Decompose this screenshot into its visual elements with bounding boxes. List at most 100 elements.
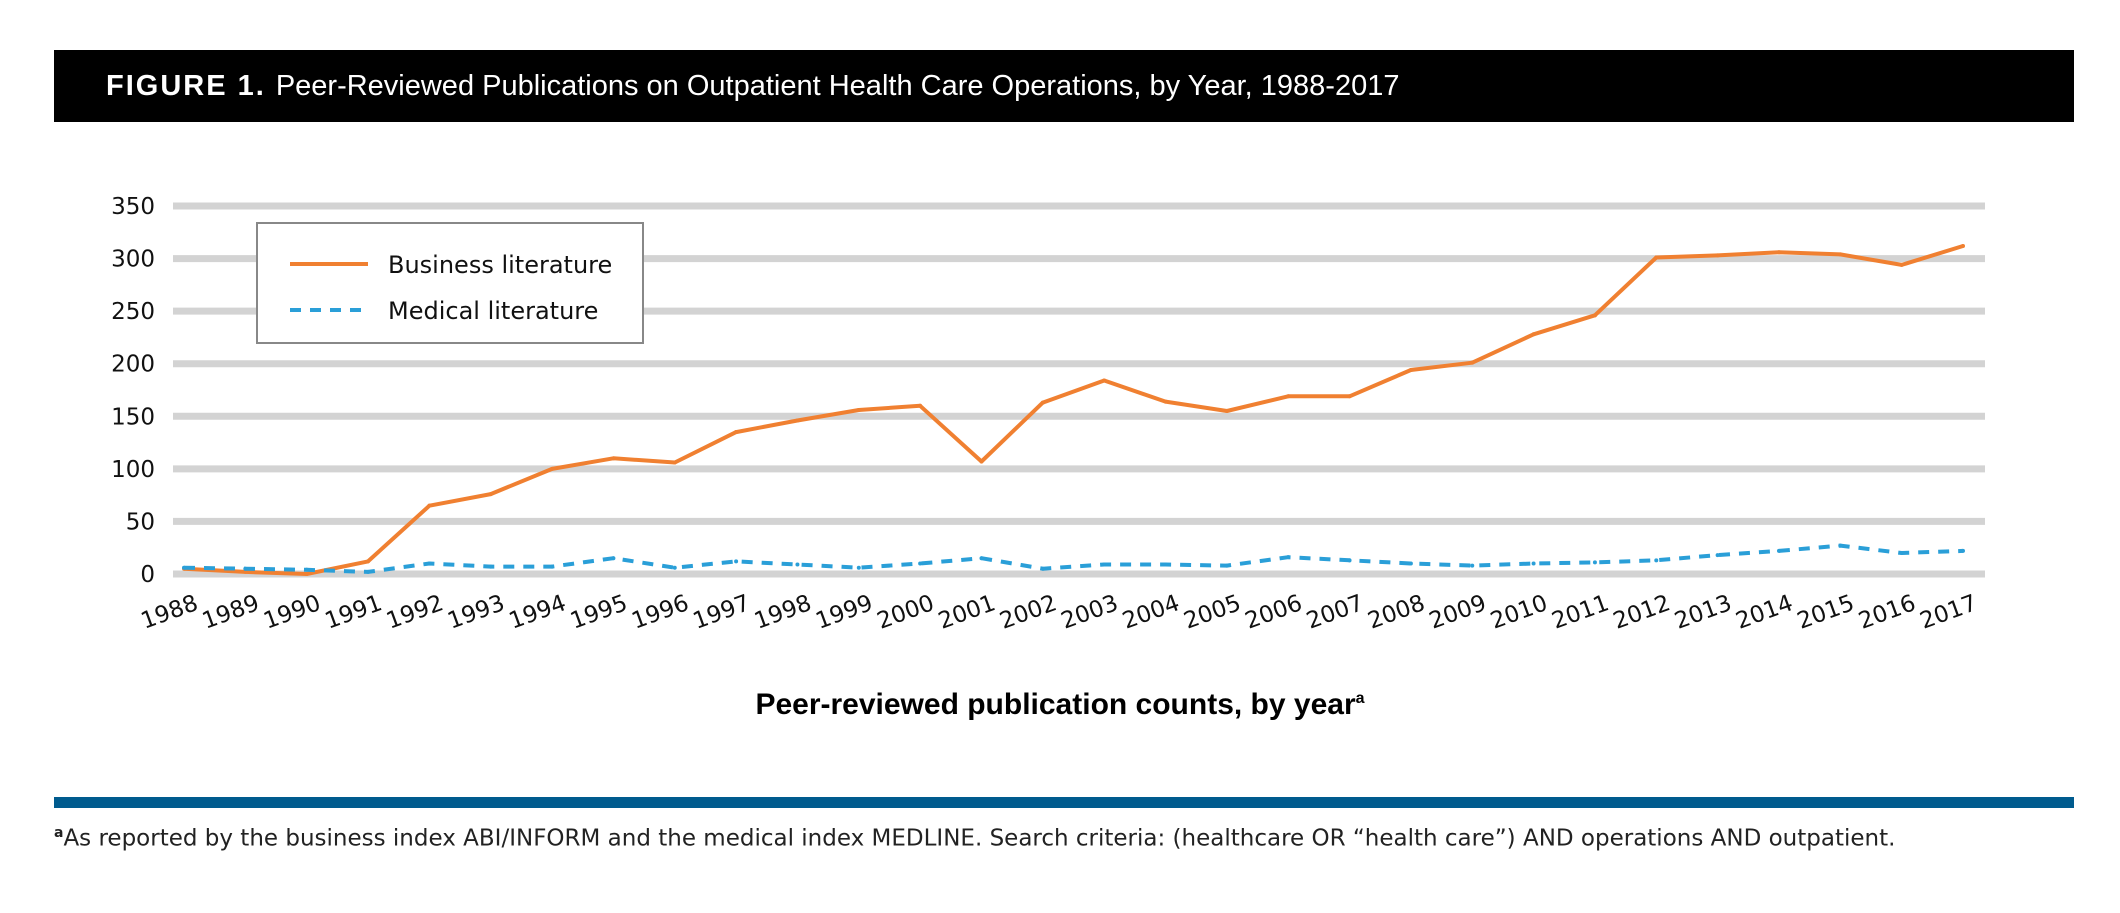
x-tick-label: 2017 — [1917, 590, 1981, 634]
series-line-medical — [183, 543, 1964, 574]
data-point — [1961, 548, 1965, 553]
data-point — [1040, 400, 1045, 405]
y-tick-label: 200 — [111, 352, 155, 378]
x-tick-label: 2000 — [874, 590, 938, 634]
y-tick-label: 150 — [111, 404, 155, 430]
data-point — [1592, 560, 1597, 565]
x-tick-label: 1993 — [444, 590, 508, 634]
y-tick-label: 300 — [111, 247, 155, 273]
data-point — [918, 561, 923, 566]
data-point — [611, 456, 616, 461]
x-tick-label: 1996 — [628, 590, 692, 634]
data-point — [979, 459, 984, 464]
data-point — [1408, 368, 1413, 373]
data-point — [1040, 566, 1045, 571]
x-tick-label: 1992 — [383, 590, 447, 634]
data-point — [1286, 555, 1291, 560]
series-line-business — [183, 244, 1964, 576]
data-point — [1838, 543, 1843, 548]
series-layer — [182, 243, 1965, 576]
data-point — [1592, 313, 1597, 318]
data-point — [1899, 550, 1904, 555]
data-point — [1347, 394, 1352, 399]
data-point — [304, 572, 309, 576]
x-tick-label: 2013 — [1671, 590, 1735, 634]
x-tick-label: 1988 — [138, 590, 202, 634]
x-tick-label: 2008 — [1365, 590, 1429, 634]
legend-box — [256, 222, 644, 344]
x-tick-label: 1990 — [260, 590, 324, 634]
x-tick-label: 1999 — [812, 590, 876, 634]
data-point — [243, 569, 248, 574]
data-point — [856, 565, 861, 570]
x-tick-label: 2005 — [1180, 590, 1244, 634]
data-point — [672, 460, 677, 465]
data-point — [1715, 553, 1720, 558]
x-tick-label: 1989 — [199, 590, 263, 634]
data-point — [1470, 563, 1475, 568]
x-tick-label: 2010 — [1487, 590, 1551, 634]
chart-caption: Peer-reviewed publication counts, by yea… — [0, 688, 2120, 722]
data-point — [795, 562, 800, 567]
data-point — [1102, 378, 1107, 383]
data-point — [1899, 262, 1904, 267]
x-tick-label: 1998 — [751, 590, 815, 634]
x-tick-label: 2014 — [1733, 590, 1797, 634]
y-tick-label: 100 — [111, 457, 155, 483]
data-point — [1224, 563, 1229, 568]
footnote: aAs reported by the business index ABI/I… — [54, 825, 1895, 852]
y-tick-label: 250 — [111, 299, 155, 325]
data-point — [427, 503, 432, 508]
data-point — [1715, 253, 1720, 258]
data-point — [366, 569, 371, 574]
data-point — [1654, 558, 1659, 563]
data-point — [734, 430, 739, 435]
data-point — [1776, 250, 1781, 255]
x-tick-label: 2007 — [1303, 590, 1367, 634]
data-point — [1776, 548, 1781, 553]
data-point — [672, 565, 677, 570]
x-tick-label: 2015 — [1794, 590, 1858, 634]
x-tick-label: 1995 — [567, 590, 631, 634]
x-tick-label: 1991 — [322, 590, 386, 634]
data-point — [427, 561, 432, 566]
data-point — [1347, 558, 1352, 563]
caption-footnote-marker: a — [1355, 690, 1365, 707]
data-point — [1654, 255, 1659, 260]
y-tick-label: 50 — [126, 509, 155, 535]
data-point — [243, 566, 248, 571]
data-point — [1531, 561, 1536, 566]
figure-label: FIGURE 1. — [106, 69, 266, 102]
data-point — [856, 407, 861, 412]
legend-label-business: Business literature — [388, 251, 612, 279]
data-point — [1838, 252, 1843, 257]
data-point — [979, 556, 984, 561]
figure-banner: FIGURE 1. Peer-Reviewed Publications on … — [54, 50, 2074, 122]
data-point — [918, 403, 923, 408]
caption-text: Peer-reviewed publication counts, by yea… — [755, 688, 1356, 721]
x-tick-label: 2001 — [935, 590, 999, 634]
x-tick-label: 2012 — [1610, 590, 1674, 634]
divider-rule — [54, 797, 2074, 808]
data-point — [304, 567, 309, 572]
x-tick-label: 2002 — [996, 590, 1060, 634]
x-tick-label: 1997 — [690, 590, 754, 634]
data-point — [488, 492, 493, 497]
footnote-marker: a — [54, 825, 64, 841]
data-point — [550, 564, 555, 569]
data-point — [1163, 562, 1168, 567]
x-tick-label: 2003 — [1058, 590, 1122, 634]
data-point — [1102, 562, 1107, 567]
data-point — [550, 466, 555, 471]
data-point — [1531, 332, 1536, 337]
data-point — [182, 565, 186, 570]
data-point — [611, 556, 616, 561]
figure-title: Peer-Reviewed Publications on Outpatient… — [275, 69, 1400, 102]
y-axis-ticks: 0 50 100 150 200 250 300 350 — [111, 194, 155, 588]
data-point — [1470, 360, 1475, 365]
footnote-text: As reported by the business index ABI/IN… — [63, 825, 1896, 852]
x-tick-label: 2009 — [1426, 590, 1490, 634]
y-tick-label: 0 — [140, 562, 155, 588]
data-point — [1163, 399, 1168, 404]
